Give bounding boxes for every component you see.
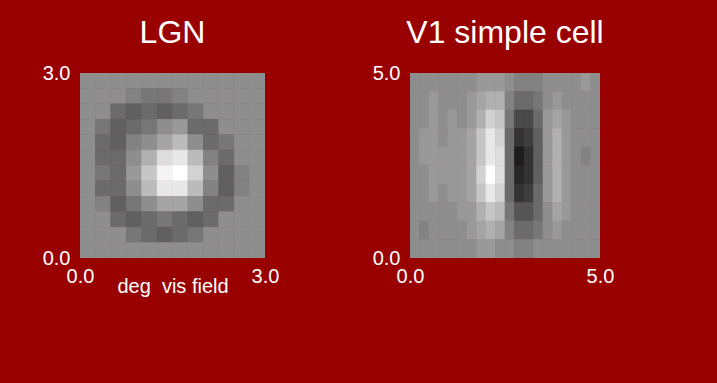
svg-text:5.0: 5.0 [587,265,615,287]
svg-text:3.0: 3.0 [43,62,71,84]
svg-text:deg vis field: deg vis field [117,275,228,297]
svg-text:0.0: 0.0 [372,246,401,269]
html-text:LGN: LGN [139,14,206,50]
svg-text:3.0: 3.0 [252,265,280,287]
svg-text:0.0: 0.0 [42,246,71,269]
svg-text:5.0: 5.0 [373,62,401,84]
html-text:V1 simple cell: V1 simple cell [406,14,604,50]
svg-text:0.0: 0.0 [397,265,425,287]
svg-text:0.0: 0.0 [67,265,95,287]
